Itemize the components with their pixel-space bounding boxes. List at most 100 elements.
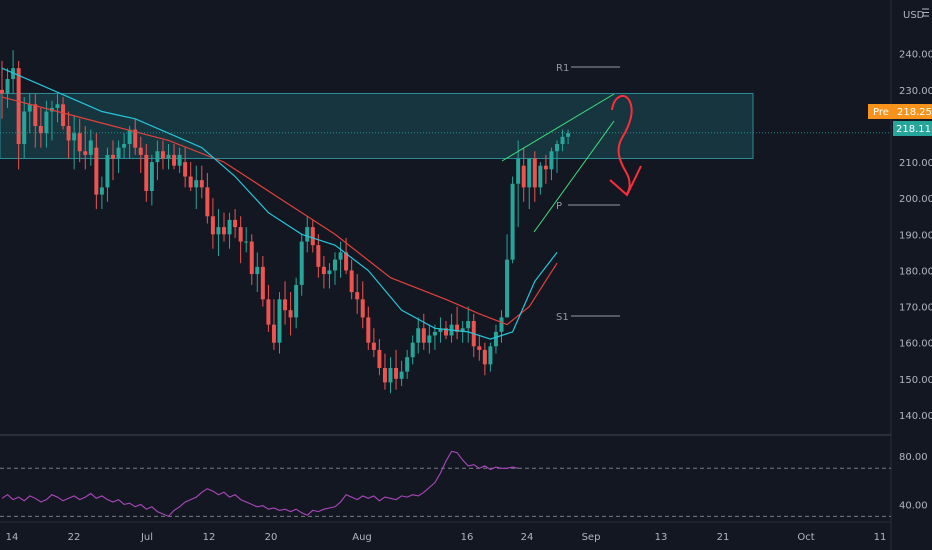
candle — [271, 299, 276, 350]
candle — [344, 237, 349, 275]
candle — [294, 277, 299, 329]
candle — [333, 252, 337, 285]
time-axis[interactable]: 14 22 Jul 12 20 Aug 16 24 Sep 13 21 Oct 11 — [6, 532, 887, 543]
candle — [38, 107, 43, 148]
rising-wedge[interactable] — [501, 93, 615, 233]
pre-value: 218.25 — [897, 107, 932, 118]
price-tick-label: 210.00 — [899, 158, 932, 169]
candle — [0, 60, 4, 119]
candle — [183, 147, 188, 188]
wedge-upper-trendline[interactable] — [501, 93, 615, 162]
time-tick-label: 22 — [68, 532, 81, 543]
pre-market-price-tag: Pre 218.25 — [868, 104, 932, 119]
candle — [210, 198, 215, 249]
time-tick-label: 13 — [655, 532, 668, 543]
candle — [527, 158, 532, 210]
candle — [316, 234, 321, 278]
candle — [72, 115, 77, 170]
candle — [55, 93, 60, 123]
price-tick-label: 240.00 — [899, 50, 932, 61]
candle — [283, 281, 288, 325]
candle — [66, 111, 71, 159]
candle — [299, 234, 304, 296]
pivot-levels: R1 P S1 — [556, 63, 620, 323]
candle — [155, 140, 160, 181]
price-tick-label: 200.00 — [899, 194, 932, 205]
drawn-arrow-annotation[interactable] — [609, 94, 642, 197]
candle — [555, 140, 559, 173]
time-tick-label: 24 — [521, 532, 534, 543]
candle — [405, 349, 410, 379]
drawn-arrow-curve — [611, 94, 633, 195]
candle — [16, 60, 21, 170]
candle — [532, 151, 537, 202]
candle — [33, 93, 38, 148]
candle — [394, 349, 399, 390]
candle — [505, 234, 510, 318]
candle — [321, 256, 326, 289]
candle — [549, 147, 554, 181]
candle — [427, 324, 432, 354]
price-tick-label: 190.00 — [899, 230, 932, 241]
candle — [260, 256, 265, 307]
candle — [177, 147, 182, 173]
candle — [566, 129, 571, 145]
candle — [94, 133, 99, 210]
time-tick-label: 11 — [874, 532, 887, 543]
candle — [138, 136, 143, 173]
candle — [111, 140, 115, 181]
currency-selector[interactable]: USD — [903, 8, 929, 21]
candle — [416, 317, 421, 354]
wedge-lower-trendline[interactable] — [533, 120, 615, 233]
candle — [22, 97, 27, 159]
pre-label: Pre — [873, 107, 889, 118]
candle — [255, 252, 260, 293]
candle — [355, 274, 360, 314]
candle — [277, 292, 282, 354]
candle — [127, 125, 132, 159]
candle — [349, 259, 354, 300]
candle — [172, 144, 177, 170]
candle — [122, 133, 127, 159]
candle — [455, 306, 460, 340]
last-value: 218.11 — [896, 124, 931, 135]
ema-fast-line — [1, 67, 558, 340]
candle — [244, 227, 249, 253]
time-tick-label: 16 — [461, 532, 474, 543]
price-tick-label: 150.00 — [899, 375, 932, 386]
candle — [477, 335, 482, 361]
candle — [99, 176, 104, 210]
drawn-arrow-head — [609, 165, 642, 197]
time-tick-label: Sep — [582, 532, 601, 543]
candle — [438, 317, 443, 343]
candle — [77, 118, 82, 163]
rsi-line — [1, 450, 519, 518]
candle — [388, 357, 393, 394]
candle — [538, 162, 543, 195]
price-tick-label: 170.00 — [899, 303, 932, 314]
candle — [199, 165, 204, 199]
candle — [149, 154, 154, 206]
candlestick-series — [0, 50, 571, 394]
level-s1-label: S1 — [556, 312, 569, 323]
level-p-label: P — [556, 201, 562, 212]
ema-slow-line — [1, 96, 558, 326]
rsi-tick-label: 80.00 — [899, 452, 928, 463]
candle — [133, 118, 138, 155]
candle — [288, 292, 293, 336]
currency-label: USD — [903, 10, 925, 21]
candle — [516, 140, 521, 228]
candle — [233, 209, 238, 238]
time-tick-label: Jul — [140, 532, 153, 543]
rsi-tick-label: 40.00 — [899, 500, 928, 511]
candle — [222, 212, 226, 242]
time-tick-label: 14 — [6, 532, 19, 543]
candle — [382, 353, 387, 390]
candle — [521, 147, 526, 202]
candle — [371, 328, 376, 358]
candle — [88, 129, 93, 166]
candle — [160, 140, 165, 170]
hamburger-menu-icon[interactable] — [922, 8, 929, 17]
